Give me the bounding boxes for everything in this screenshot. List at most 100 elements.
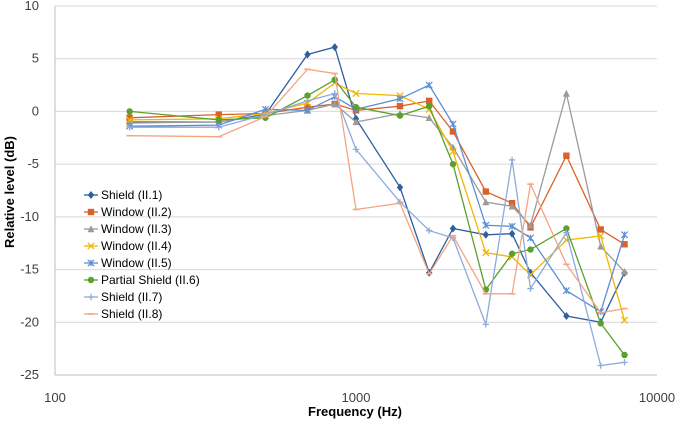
data-point: [482, 198, 490, 206]
data-point: [508, 222, 516, 230]
legend: Shield (II.1) Window (II.2) Window (II.3) W…: [84, 188, 200, 321]
x-axis-title: Frequency (Hz): [308, 404, 402, 419]
y-tick-label: 0: [32, 103, 39, 118]
legend-label: Shield (II.8): [101, 307, 162, 321]
data-point: [396, 102, 404, 110]
y-tick-label: -15: [20, 262, 39, 277]
data-point: [527, 221, 535, 229]
data-point: [215, 111, 222, 118]
legend-label: Window (II.2): [101, 205, 172, 219]
legend-label: Window (II.3): [101, 222, 172, 236]
data-point: [215, 116, 222, 124]
data-point: [449, 128, 457, 135]
y-axis: 10 5 0 -5 -10 -15 -20 -25: [20, 0, 39, 382]
series-line: [129, 46, 626, 324]
series-7: [126, 90, 628, 369]
data-point: [396, 112, 404, 119]
legend-marker: [87, 208, 95, 216]
series-6: [126, 76, 628, 359]
data-point: [449, 160, 457, 168]
data-point: [597, 320, 604, 327]
data-point: [563, 152, 570, 159]
data-point: [331, 76, 338, 84]
legend-marker: [87, 191, 95, 199]
data-point: [352, 89, 360, 98]
data-point: [425, 97, 433, 105]
data-point: [621, 351, 628, 359]
data-point: [621, 267, 629, 275]
data-point: [597, 242, 605, 250]
data-point: [621, 359, 628, 366]
data-point: [331, 100, 339, 108]
data-point: [621, 241, 628, 248]
data-point: [482, 321, 490, 328]
series-2: [126, 97, 628, 248]
data-point: [526, 234, 535, 242]
legend-item: Shield (II.1): [84, 188, 162, 202]
data-point: [482, 221, 490, 229]
data-point: [304, 97, 311, 105]
data-point: [597, 362, 604, 369]
legend-marker: [87, 242, 95, 250]
data-point: [126, 108, 133, 115]
series-4: [125, 79, 629, 324]
data-point: [352, 104, 360, 111]
data-point: [508, 250, 516, 257]
data-point: [396, 95, 404, 103]
x-tick-label: 1000: [342, 390, 371, 405]
data-point: [352, 146, 360, 153]
data-point: [449, 147, 457, 156]
data-point: [126, 114, 133, 121]
legend-item: Shield (II.7): [84, 290, 162, 304]
y-tick-label: 5: [32, 51, 39, 66]
data-point: [508, 202, 516, 210]
legend-item: Partial Shield (II.6): [84, 273, 200, 287]
legend-label: Partial Shield (II.6): [101, 273, 200, 287]
series-group: [125, 43, 629, 369]
data-point: [215, 124, 222, 131]
data-point: [331, 90, 338, 97]
series-5: [126, 81, 629, 316]
legend-label: Shield (II.7): [101, 290, 162, 304]
y-tick-label: -20: [20, 314, 39, 329]
data-point: [527, 285, 534, 292]
gridlines: [54, 5, 657, 376]
data-point: [304, 50, 311, 59]
data-point: [597, 226, 604, 233]
data-point: [304, 92, 311, 99]
series-line: [129, 78, 626, 356]
data-point: [449, 224, 457, 233]
x-axis: 100 1000 10000: [44, 390, 675, 405]
legend-item: Shield (II.8): [84, 307, 162, 321]
data-point: [563, 225, 570, 232]
legend-marker: [87, 259, 95, 267]
y-tick-label: 10: [25, 0, 39, 13]
data-point: [562, 287, 571, 295]
y-tick-label: -10: [20, 209, 39, 224]
legend-item: Window (II.2): [84, 205, 172, 219]
y-tick-label: -25: [20, 367, 39, 382]
series-line: [129, 93, 625, 273]
data-point: [482, 249, 490, 257]
data-point: [425, 227, 433, 234]
data-point: [508, 156, 516, 164]
data-point: [620, 316, 629, 324]
data-point: [125, 116, 134, 124]
legend-item: Window (II.5): [84, 256, 172, 270]
y-axis-title: Relative level (dB): [2, 136, 17, 248]
y-tick-label: -5: [27, 156, 39, 171]
data-point: [527, 246, 534, 253]
legend-label: Window (II.4): [101, 239, 172, 253]
legend-marker: [87, 225, 95, 233]
data-point: [425, 102, 433, 110]
data-point: [352, 118, 360, 126]
legend-label: Shield (II.1): [101, 188, 162, 202]
data-point: [126, 124, 133, 131]
data-point: [508, 229, 516, 238]
data-point: [527, 268, 534, 277]
data-point: [303, 106, 312, 114]
legend-marker: [87, 293, 95, 301]
data-point: [396, 183, 404, 192]
data-point: [563, 311, 570, 320]
